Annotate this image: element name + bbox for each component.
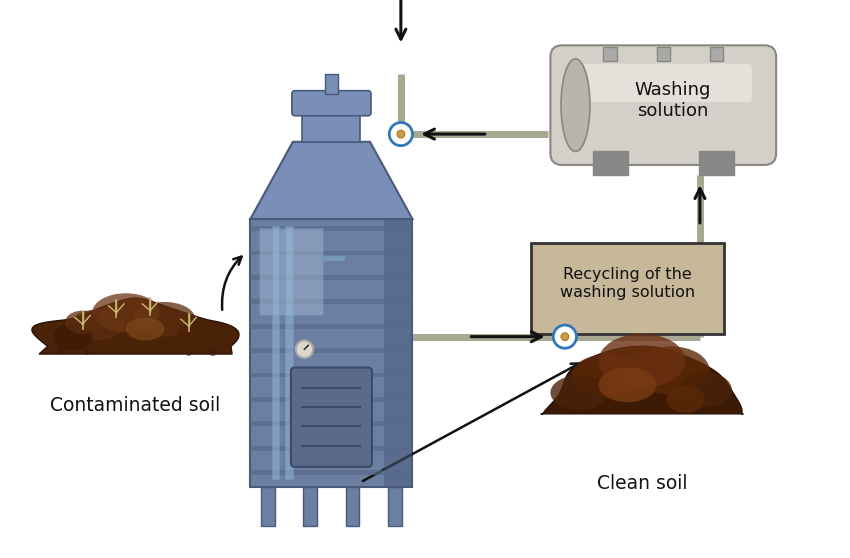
Ellipse shape [92,294,160,332]
Text: Clean soil: Clean soil [597,474,688,493]
Ellipse shape [666,386,705,413]
Ellipse shape [70,310,124,340]
Ellipse shape [677,372,732,407]
Ellipse shape [133,302,196,336]
Bar [251,397,412,402]
Bar [325,74,338,94]
Ellipse shape [632,347,710,395]
Bar [251,300,412,304]
Ellipse shape [598,368,656,402]
FancyBboxPatch shape [551,45,776,165]
Bar [604,47,617,61]
Bar [251,324,412,329]
Ellipse shape [551,375,609,410]
FancyBboxPatch shape [260,229,323,315]
Ellipse shape [598,334,685,388]
Bar [251,219,412,487]
Bar [251,446,412,451]
Bar [251,275,412,280]
Circle shape [208,347,218,356]
Bar [303,113,360,142]
FancyBboxPatch shape [291,368,372,467]
Text: Recycling of the
washing solution: Recycling of the washing solution [560,267,695,300]
Bar [346,487,360,526]
Circle shape [296,340,313,358]
Ellipse shape [177,321,219,348]
Bar [285,226,293,479]
Bar [592,151,627,175]
Bar [251,348,412,353]
Bar [251,421,412,426]
Circle shape [186,350,191,356]
Ellipse shape [572,354,645,397]
Text: Contaminated soil: Contaminated soil [50,397,221,416]
Ellipse shape [126,318,165,340]
Circle shape [56,345,65,353]
FancyBboxPatch shape [575,64,752,102]
Ellipse shape [54,323,92,350]
Text: Washing
solution: Washing solution [635,81,711,120]
Bar [251,251,412,256]
Circle shape [397,130,405,138]
Bar [383,219,412,487]
Bar [531,243,724,334]
Bar [699,151,734,175]
Circle shape [389,123,412,146]
Bar [261,487,275,526]
Bar [388,487,402,526]
Ellipse shape [561,59,590,151]
Polygon shape [251,142,412,219]
Bar [656,47,670,61]
Ellipse shape [65,311,100,334]
Circle shape [553,325,576,348]
Polygon shape [541,347,744,414]
Bar [710,47,723,61]
Bar [251,373,412,377]
FancyBboxPatch shape [292,91,371,116]
Bar [251,470,412,475]
Bar [251,226,412,231]
Bar [272,226,280,479]
Polygon shape [31,298,239,354]
Circle shape [561,333,569,340]
Bar [303,487,317,526]
Circle shape [84,349,90,355]
